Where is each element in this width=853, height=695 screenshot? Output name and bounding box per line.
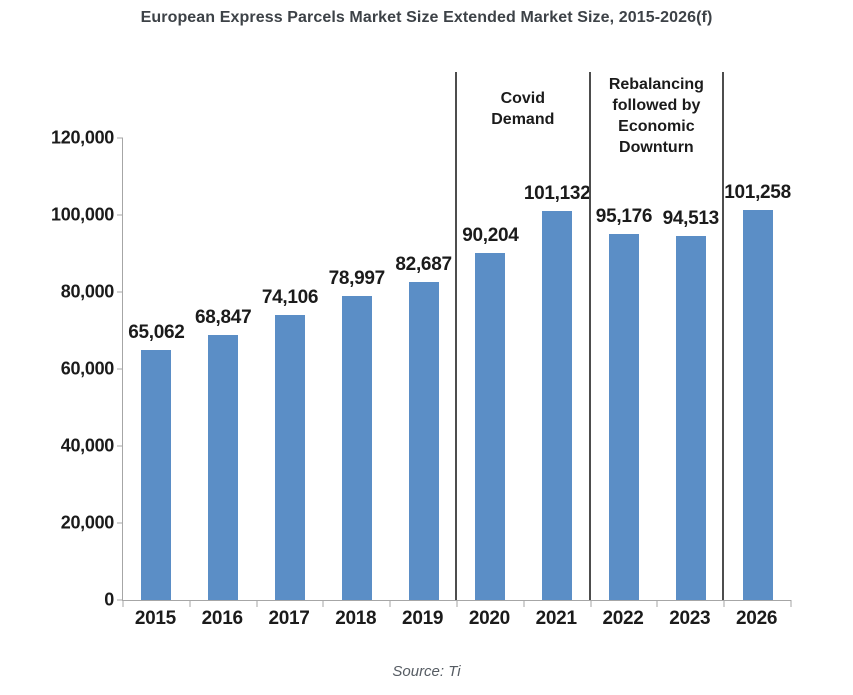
chart-title: European Express Parcels Market Size Ext… <box>140 9 713 26</box>
x-axis-tick-label: 2017 <box>268 608 310 629</box>
bar <box>274 314 305 600</box>
bar-value-label: 82,687 <box>395 253 452 275</box>
bar-value-label: 101,132 <box>523 182 591 204</box>
bar <box>742 210 773 600</box>
source-note: Source: Ti <box>392 663 461 680</box>
bar-value-label: 78,997 <box>328 267 386 289</box>
bar-column: 74,106 <box>257 138 324 600</box>
x-axis-tick <box>189 600 191 607</box>
bar-column: 82,687 <box>390 138 457 600</box>
bar-value-label: 94,513 <box>662 208 720 230</box>
bars-row: 65,062 68,847 74,106 78,997 82,687 90,204 101,… <box>123 138 791 600</box>
y-axis-tick <box>117 137 123 139</box>
y-axis-tick-label: 100,000 <box>51 204 114 225</box>
y-axis-tick <box>117 522 123 524</box>
phase-annotation: Covid Demand <box>491 90 555 128</box>
x-axis-tick <box>590 600 592 607</box>
bar-value-label: 101,258 <box>724 182 791 204</box>
y-axis-tick-label: 40,000 <box>60 435 115 456</box>
y-axis-tick-label: 60,000 <box>60 358 115 379</box>
bar-value-label: 65,062 <box>128 321 185 343</box>
x-axis-tick-label: 2022 <box>602 608 644 629</box>
bar <box>542 210 573 600</box>
x-axis-tick-label: 2021 <box>535 608 577 629</box>
plot-area: 65,062 68,847 74,106 78,997 82,687 90,204 101,… <box>51 128 792 610</box>
bar <box>475 252 506 600</box>
x-axis-tick <box>322 600 324 607</box>
bar-column: 65,062 <box>123 138 190 600</box>
x-axis-tick-label: 2015 <box>134 608 176 629</box>
y-axis-tick-label: 20,000 <box>60 512 115 533</box>
bar-column: 101,258 <box>724 138 791 600</box>
y-axis-tick-label: 80,000 <box>60 281 115 302</box>
bar-column: 94,513 <box>657 138 724 600</box>
bar-value-label: 90,204 <box>462 224 519 246</box>
x-axis-tick-label: 2016 <box>201 608 243 629</box>
y-axis-tick-label: 0 <box>104 589 114 610</box>
x-axis-tick-label: 2023 <box>669 608 711 629</box>
y-axis-tick <box>117 445 123 447</box>
x-axis-tick-label: 2018 <box>335 608 377 629</box>
bar <box>608 233 639 600</box>
bar <box>408 281 439 600</box>
x-axis-tick <box>256 600 258 607</box>
bar-value-label: 68,847 <box>195 306 252 328</box>
bar-column: 101,132 <box>524 138 591 600</box>
x-axis-labels: 2015 2016 2017 2018 2019 2020 2021 2022 2023 2026 <box>122 608 790 630</box>
x-axis-tick <box>389 600 391 607</box>
bar-column: 90,204 <box>457 138 524 600</box>
x-axis-tick <box>723 600 725 607</box>
x-axis-tick <box>456 600 458 607</box>
x-axis-tick <box>122 600 124 607</box>
y-axis-tick <box>117 368 123 370</box>
y-axis-tick <box>117 291 123 293</box>
y-axis-tick <box>117 599 123 601</box>
x-axis-tick <box>656 600 658 607</box>
bar-value-label: 95,176 <box>595 205 653 227</box>
x-axis-tick <box>790 600 792 607</box>
bar <box>341 295 372 600</box>
y-axis-tick <box>117 214 123 216</box>
y-axis-tick-label: 120,000 <box>51 127 114 148</box>
x-axis-tick-label: 2019 <box>402 608 444 629</box>
x-axis-tick-label: 2026 <box>736 608 778 629</box>
bar <box>208 334 239 600</box>
bar <box>675 236 706 600</box>
x-axis-tick-label: 2020 <box>468 608 510 629</box>
x-axis-tick <box>523 600 525 607</box>
bar-column: 68,847 <box>190 138 257 600</box>
bar <box>141 349 172 600</box>
bar-column: 78,997 <box>323 138 390 600</box>
bar-value-label: 74,106 <box>261 286 319 308</box>
bar-column: 95,176 <box>591 138 658 600</box>
